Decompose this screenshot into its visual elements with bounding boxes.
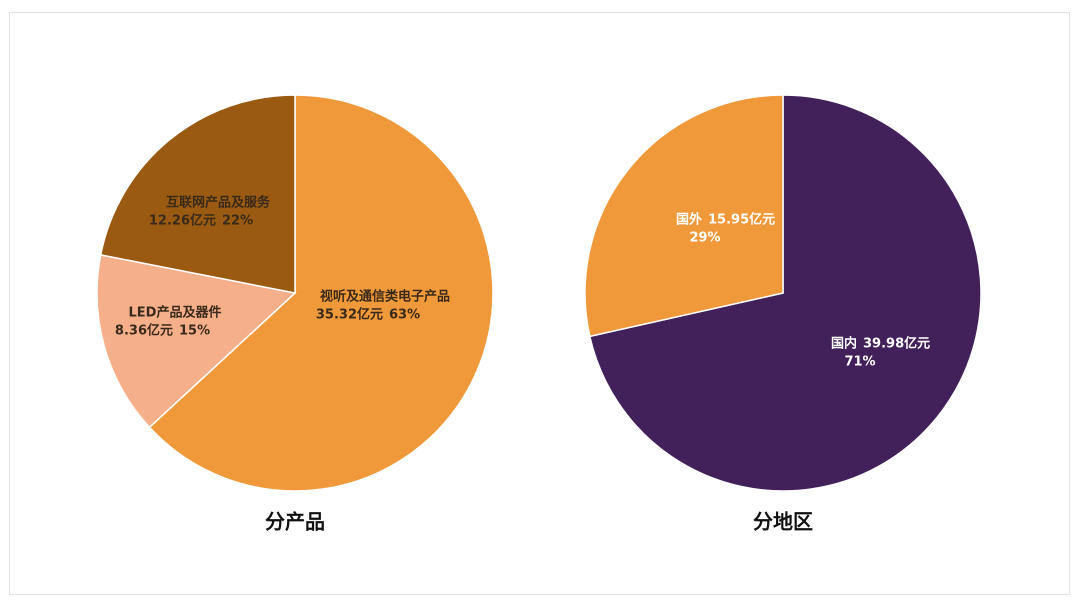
pie-slice (588, 94, 982, 492)
chart-title: 分地区 (753, 510, 813, 534)
pie-slice (96, 253, 297, 429)
pie-slice (148, 94, 494, 492)
slice-value-label: 39.98亿元 (863, 336, 930, 352)
slice-label: 国外 (676, 212, 702, 228)
pie-slice (99, 94, 296, 294)
slice-percent-label: 71% (844, 355, 875, 370)
slice-value-label: 8.36亿元 (115, 323, 173, 339)
slice-label: 视听及通信类电子产品 (320, 289, 450, 305)
slice-value-label: 15.95亿元 (708, 212, 775, 228)
chart-title: 分产品 (265, 510, 325, 534)
slice-label: 国内 (831, 336, 857, 352)
slice-value-label: 35.32亿元 (316, 307, 383, 323)
slice-percent-label: 63% (389, 308, 420, 323)
slice-label: LED产品及器件 (129, 305, 222, 321)
slice-label: 互联网产品及服务 (166, 195, 271, 211)
pie-slice (584, 94, 784, 338)
slice-value-label: 12.26亿元 (149, 213, 216, 229)
slice-percent-label: 29% (689, 231, 720, 246)
slice-percent-label: 15% (179, 324, 210, 339)
slice-percent-label: 22% (222, 214, 253, 229)
